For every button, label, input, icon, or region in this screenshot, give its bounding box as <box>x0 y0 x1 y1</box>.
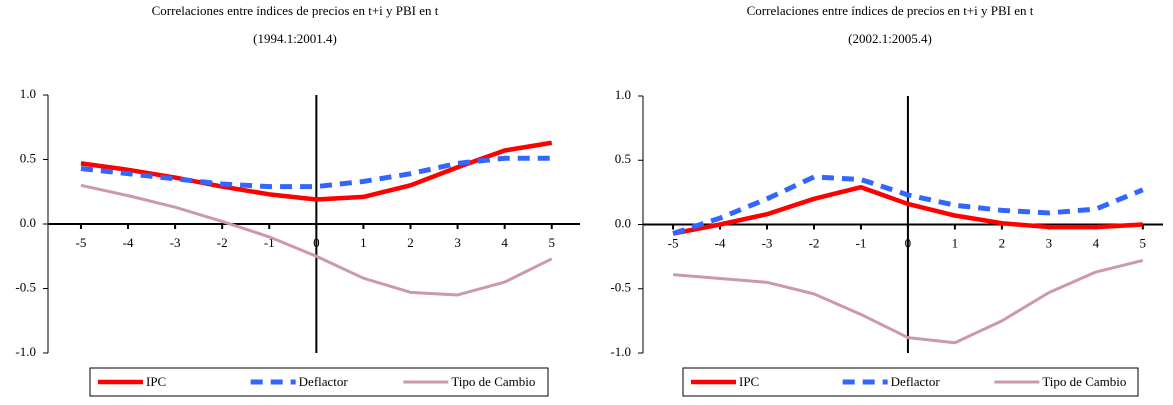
x-tick-label: 3 <box>1046 235 1053 250</box>
legend-box <box>89 367 549 397</box>
y-tick-label: 0.5 <box>20 150 36 165</box>
x-tick-label: 5 <box>549 235 556 250</box>
x-tick-label: 2 <box>407 235 414 250</box>
x-tick-label: -2 <box>217 235 228 250</box>
legend-label: Deflactor <box>299 374 349 389</box>
x-tick-label: -2 <box>809 235 820 250</box>
x-tick-label: -5 <box>668 235 679 250</box>
legend-label: Tipo de Cambio <box>451 374 535 389</box>
series-line <box>672 259 1144 345</box>
y-tick-label: 0.5 <box>615 151 631 166</box>
x-tick-label: 4 <box>1093 235 1100 250</box>
x-tick-label: -5 <box>76 235 87 250</box>
legend-label: IPC <box>146 374 166 389</box>
x-tick-label: -1 <box>856 235 867 250</box>
x-tick-label: 0 <box>905 235 912 250</box>
x-tick-label: -1 <box>264 235 275 250</box>
series-line <box>672 184 1143 236</box>
legend-label: Tipo de Cambio <box>1042 374 1126 389</box>
series-line <box>80 140 553 202</box>
y-tick-label: 0.0 <box>615 215 631 230</box>
x-tick-label: 1 <box>952 235 959 250</box>
series-line <box>80 183 553 297</box>
y-tick-label: -1.0 <box>15 344 36 359</box>
chart-title: Correlaciones entre índices de precios e… <box>152 3 439 18</box>
series-line <box>672 174 1144 236</box>
y-tick-label: 1.0 <box>20 86 36 101</box>
x-tick-label: -4 <box>715 235 726 250</box>
chart-subtitle: (1994.1:2001.4) <box>253 31 337 46</box>
y-tick-label: 1.0 <box>615 87 631 102</box>
y-tick-label: -1.0 <box>610 344 631 359</box>
chart-subtitle: (2002.1:2005.4) <box>848 31 932 46</box>
legend-label: IPC <box>739 374 759 389</box>
y-tick-label: 0.0 <box>20 215 36 230</box>
y-tick-label: -0.5 <box>610 280 631 295</box>
chart-title: Correlaciones entre índices de precios e… <box>747 3 1034 18</box>
x-tick-label: 4 <box>501 235 508 250</box>
x-tick-label: -3 <box>762 235 773 250</box>
x-tick-label: 2 <box>999 235 1006 250</box>
legend-label: Deflactor <box>891 374 941 389</box>
y-tick-label: -0.5 <box>15 279 36 294</box>
x-tick-label: 1 <box>360 235 367 250</box>
x-tick-label: 3 <box>454 235 461 250</box>
x-tick-label: 0 <box>313 235 320 250</box>
x-tick-label: -3 <box>170 235 181 250</box>
x-tick-label: -4 <box>123 235 134 250</box>
x-tick-label: 5 <box>1140 235 1147 250</box>
legend-box <box>682 367 1139 397</box>
